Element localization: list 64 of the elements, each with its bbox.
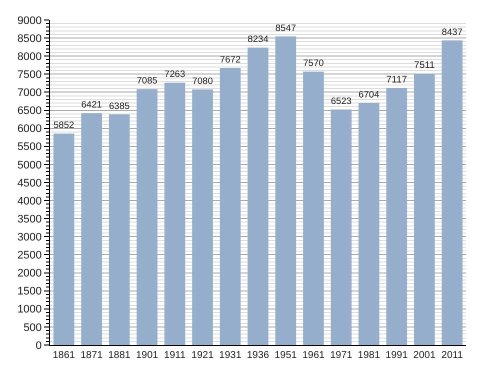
x-tick-label: 1901 [136,350,159,361]
x-tick-label: 1921 [191,350,214,361]
y-tick-label: 4500 [17,177,42,190]
bar [220,68,241,345]
y-tick-label: 0 [36,340,42,352]
x-tick-label: 1911 [164,350,186,361]
data-label: 7672 [220,54,241,64]
y-tick-label: 9000 [17,14,42,27]
bar [164,82,186,345]
y-tick-label: 3500 [17,213,42,226]
y-tick-label: 4000 [17,195,42,208]
y-tick-label: 6000 [17,123,42,136]
data-label: 7263 [164,69,186,80]
y-tick-label: 5500 [17,141,42,154]
y-tick-label: 8500 [17,32,42,45]
bar [358,102,380,345]
bar [53,134,74,345]
data-label: 7085 [136,76,158,86]
x-tick-label: 1881 [108,350,131,361]
bar [192,89,213,345]
x-tick-label: 1871 [80,350,104,361]
bar [386,88,408,345]
x-tick-label: 1861 [52,350,76,361]
data-label: 7117 [386,74,408,86]
bar [136,89,158,345]
x-tick-label: 1951 [274,350,298,361]
y-tick-label: 1500 [17,286,42,298]
x-tick-label: 2001 [413,350,436,361]
x-tick-label: 1936 [246,350,270,361]
y-tick-label: 6500 [17,105,42,118]
x-tick-label: 1961 [302,350,326,361]
bar [414,74,435,345]
data-label: 6704 [358,89,380,100]
bar [108,114,130,345]
data-label: 5852 [53,120,74,130]
y-tick-label: 500 [23,322,42,334]
bar [330,109,352,345]
y-tick-label: 3000 [17,232,42,244]
data-label: 8547 [275,22,296,33]
y-tick-label: 2000 [17,268,42,280]
data-label: 8234 [248,34,268,44]
y-tick-label: 8000 [17,50,42,63]
bar [81,113,102,345]
data-label: 8437 [442,26,463,37]
y-tick-label: 7000 [17,87,42,100]
data-label: 7080 [192,76,213,86]
y-tick-label: 7500 [17,69,42,82]
x-tick-label: 1931 [219,350,242,361]
data-label: 6421 [81,100,102,110]
data-label: 6385 [108,100,130,111]
data-label: 7570 [303,58,324,68]
y-tick-label: 1000 [17,304,42,316]
bar [248,48,268,345]
x-tick-label: 2011 [441,350,464,361]
data-label: 6523 [330,96,352,106]
x-tick-label: 1991 [386,350,408,361]
bar [303,72,324,345]
x-tick-label: 1971 [330,350,353,361]
x-tick-label: 1981 [358,350,380,361]
bar [442,40,463,345]
data-label: 7511 [414,60,435,72]
bar [275,36,296,345]
y-tick-label: 5000 [17,159,42,172]
y-tick-label: 2500 [17,250,42,262]
